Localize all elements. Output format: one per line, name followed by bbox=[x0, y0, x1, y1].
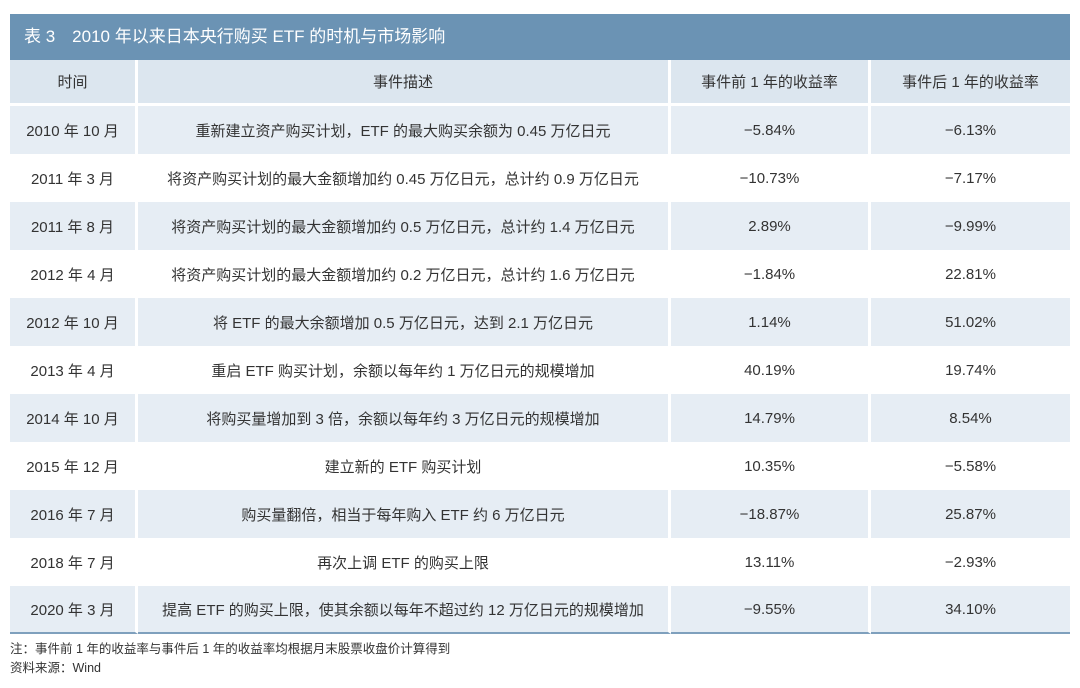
cell-time: 2011 年 3 月 bbox=[10, 154, 138, 202]
cell-event: 将资产购买计划的最大金额增加约 0.5 万亿日元，总计约 1.4 万亿日元 bbox=[138, 202, 671, 250]
data-table: 时间 事件描述 事件前 1 年的收益率 事件后 1 年的收益率 2010 年 1… bbox=[10, 60, 1070, 634]
table-title: 表 3 2010 年以来日本央行购买 ETF 的时机与市场影响 bbox=[10, 14, 1070, 60]
column-header-before: 事件前 1 年的收益率 bbox=[671, 60, 871, 106]
cell-event: 提高 ETF 的购买上限，使其余额以每年不超过约 12 万亿日元的规模增加 bbox=[138, 586, 671, 634]
cell-event: 购买量翻倍，相当于每年购入 ETF 约 6 万亿日元 bbox=[138, 490, 671, 538]
footnote-note: 注：事件前 1 年的收益率与事件后 1 年的收益率均根据月末股票收盘价计算得到 bbox=[10, 642, 451, 656]
table-row: 2020 年 3 月 提高 ETF 的购买上限，使其余额以每年不超过约 12 万… bbox=[10, 586, 1070, 634]
table-row: 2015 年 12 月 建立新的 ETF 购买计划 10.35% −5.58% bbox=[10, 442, 1070, 490]
column-header-time: 时间 bbox=[10, 60, 138, 106]
cell-time: 2014 年 10 月 bbox=[10, 394, 138, 442]
cell-time: 2013 年 4 月 bbox=[10, 346, 138, 394]
cell-event: 将购买量增加到 3 倍，余额以每年约 3 万亿日元的规模增加 bbox=[138, 394, 671, 442]
cell-after: −7.17% bbox=[871, 154, 1070, 202]
cell-before: 40.19% bbox=[671, 346, 871, 394]
table-row: 2011 年 8 月 将资产购买计划的最大金额增加约 0.5 万亿日元，总计约 … bbox=[10, 202, 1070, 250]
column-header-after: 事件后 1 年的收益率 bbox=[871, 60, 1070, 106]
cell-after: 25.87% bbox=[871, 490, 1070, 538]
cell-after: −5.58% bbox=[871, 442, 1070, 490]
cell-time: 2020 年 3 月 bbox=[10, 586, 138, 634]
cell-before: 10.35% bbox=[671, 442, 871, 490]
cell-before: −18.87% bbox=[671, 490, 871, 538]
table-row: 2018 年 7 月 再次上调 ETF 的购买上限 13.11% −2.93% bbox=[10, 538, 1070, 586]
cell-before: −1.84% bbox=[671, 250, 871, 298]
table-row: 2013 年 4 月 重启 ETF 购买计划，余额以每年约 1 万亿日元的规模增… bbox=[10, 346, 1070, 394]
footnote-source: 资料来源：Wind bbox=[10, 661, 101, 675]
cell-event: 将 ETF 的最大余额增加 0.5 万亿日元，达到 2.1 万亿日元 bbox=[138, 298, 671, 346]
cell-time: 2018 年 7 月 bbox=[10, 538, 138, 586]
cell-before: −10.73% bbox=[671, 154, 871, 202]
cell-time: 2015 年 12 月 bbox=[10, 442, 138, 490]
cell-event: 将资产购买计划的最大金额增加约 0.2 万亿日元，总计约 1.6 万亿日元 bbox=[138, 250, 671, 298]
cell-time: 2016 年 7 月 bbox=[10, 490, 138, 538]
table-row: 2011 年 3 月 将资产购买计划的最大金额增加约 0.45 万亿日元，总计约… bbox=[10, 154, 1070, 202]
cell-after: 22.81% bbox=[871, 250, 1070, 298]
footnotes: 注：事件前 1 年的收益率与事件后 1 年的收益率均根据月末股票收盘价计算得到 … bbox=[10, 640, 1070, 678]
table-row: 2014 年 10 月 将购买量增加到 3 倍，余额以每年约 3 万亿日元的规模… bbox=[10, 394, 1070, 442]
cell-after: −6.13% bbox=[871, 106, 1070, 154]
cell-time: 2010 年 10 月 bbox=[10, 106, 138, 154]
cell-before: 13.11% bbox=[671, 538, 871, 586]
cell-after: 34.10% bbox=[871, 586, 1070, 634]
column-header-event: 事件描述 bbox=[138, 60, 671, 106]
cell-after: −2.93% bbox=[871, 538, 1070, 586]
cell-before: 2.89% bbox=[671, 202, 871, 250]
cell-after: 8.54% bbox=[871, 394, 1070, 442]
cell-event: 再次上调 ETF 的购买上限 bbox=[138, 538, 671, 586]
cell-event: 建立新的 ETF 购买计划 bbox=[138, 442, 671, 490]
header-row: 时间 事件描述 事件前 1 年的收益率 事件后 1 年的收益率 bbox=[10, 60, 1070, 106]
cell-event: 重启 ETF 购买计划，余额以每年约 1 万亿日元的规模增加 bbox=[138, 346, 671, 394]
table-row: 2012 年 10 月 将 ETF 的最大余额增加 0.5 万亿日元，达到 2.… bbox=[10, 298, 1070, 346]
cell-event: 将资产购买计划的最大金额增加约 0.45 万亿日元，总计约 0.9 万亿日元 bbox=[138, 154, 671, 202]
cell-after: 51.02% bbox=[871, 298, 1070, 346]
cell-time: 2012 年 4 月 bbox=[10, 250, 138, 298]
cell-before: 1.14% bbox=[671, 298, 871, 346]
table-row: 2016 年 7 月 购买量翻倍，相当于每年购入 ETF 约 6 万亿日元 −1… bbox=[10, 490, 1070, 538]
table-row: 2012 年 4 月 将资产购买计划的最大金额增加约 0.2 万亿日元，总计约 … bbox=[10, 250, 1070, 298]
cell-after: 19.74% bbox=[871, 346, 1070, 394]
cell-time: 2011 年 8 月 bbox=[10, 202, 138, 250]
cell-time: 2012 年 10 月 bbox=[10, 298, 138, 346]
cell-before: 14.79% bbox=[671, 394, 871, 442]
table-body: 2010 年 10 月 重新建立资产购买计划，ETF 的最大购买余额为 0.45… bbox=[10, 106, 1070, 634]
cell-before: −9.55% bbox=[671, 586, 871, 634]
table-row: 2010 年 10 月 重新建立资产购买计划，ETF 的最大购买余额为 0.45… bbox=[10, 106, 1070, 154]
cell-event: 重新建立资产购买计划，ETF 的最大购买余额为 0.45 万亿日元 bbox=[138, 106, 671, 154]
cell-after: −9.99% bbox=[871, 202, 1070, 250]
cell-before: −5.84% bbox=[671, 106, 871, 154]
